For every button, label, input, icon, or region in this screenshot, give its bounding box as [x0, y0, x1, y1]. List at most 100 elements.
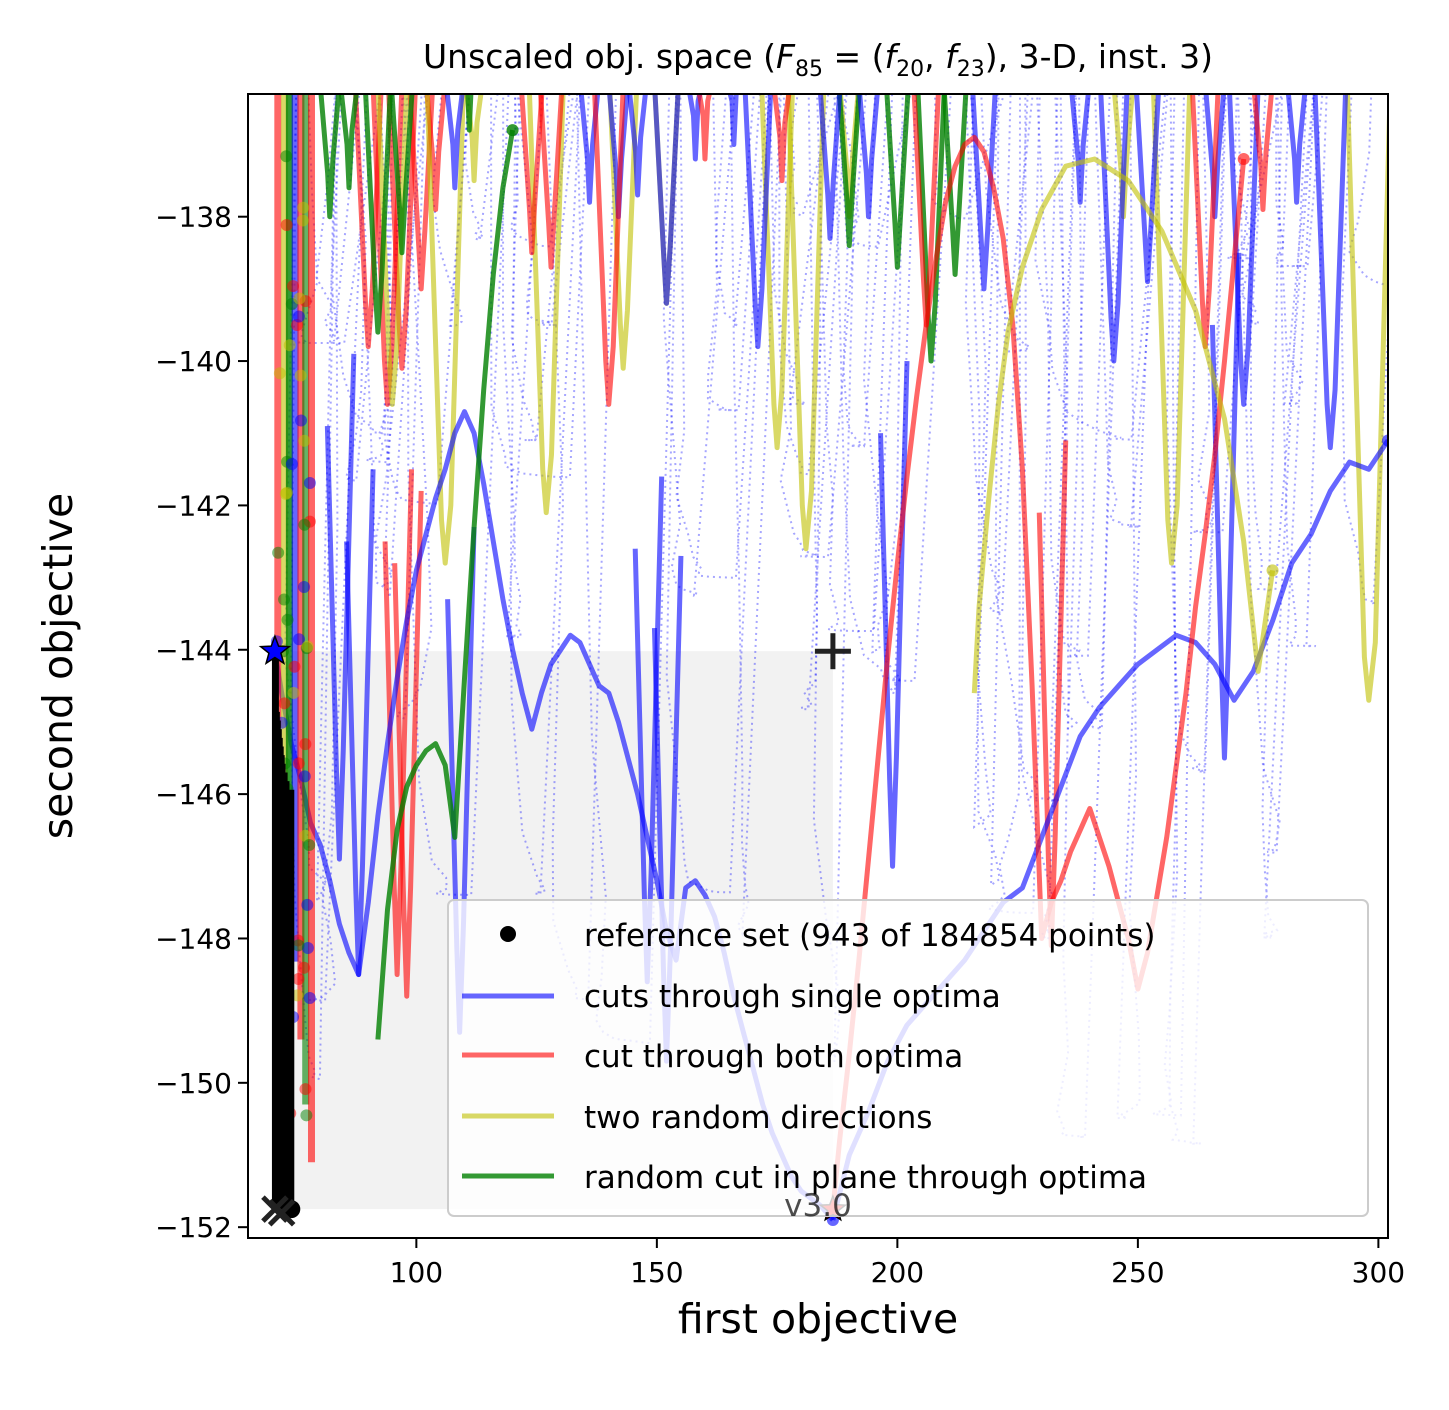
- dotted-cut-line: [836, 94, 889, 448]
- spike-line: [759, 94, 795, 451]
- spike-line: [837, 94, 862, 249]
- edge-dot: [293, 292, 306, 305]
- edge-dot: [298, 580, 311, 593]
- spike-line: [1134, 94, 1161, 285]
- edge-dot: [279, 487, 292, 500]
- y-tick-label: −150: [155, 1067, 232, 1100]
- dotted-cut-line: [816, 94, 909, 633]
- y-tick-label: −140: [155, 345, 232, 378]
- edge-dot: [287, 280, 300, 293]
- dotted-cut-line: [1240, 94, 1267, 326]
- spike-line: [727, 94, 739, 148]
- edge-dot: [299, 829, 312, 842]
- spike-line: [1069, 94, 1091, 205]
- spike-line: [538, 94, 565, 270]
- dotted-cut-line: [509, 94, 581, 896]
- edge-dot: [292, 939, 305, 952]
- spike-line: [915, 94, 947, 364]
- edge-dot: [280, 150, 293, 163]
- edge-dot: [294, 369, 307, 382]
- blue-star-marker: [258, 634, 292, 666]
- series-line: [971, 156, 1276, 694]
- legend-label-random-cut-plane: random cut in plane through optima: [584, 1160, 1147, 1196]
- dotted-cut-line: [1276, 94, 1328, 648]
- dotted-cut-line: [394, 94, 433, 721]
- edge-dot: [295, 414, 308, 427]
- spike-line: [338, 94, 359, 191]
- spike-line: [375, 94, 409, 407]
- edge-dot: [301, 942, 314, 955]
- dotted-cut-line: [779, 94, 867, 559]
- deep-spike-line: [1209, 252, 1242, 761]
- edge-dot: [292, 310, 305, 323]
- x-tick-label: 150: [630, 1256, 683, 1289]
- dotted-cut-line: [1261, 94, 1308, 939]
- edge-dot: [303, 477, 316, 490]
- series-line: [375, 129, 516, 1040]
- edge-dot: [281, 613, 294, 626]
- y-axis: −138 −140 −142 −144 −146 −148 −150 −152: [155, 201, 248, 1244]
- spike-line: [318, 94, 342, 220]
- edge-dot: [285, 457, 298, 470]
- dotted-cut-line: [884, 94, 917, 695]
- legend-label-both-optima: cut through both optima: [584, 1039, 963, 1075]
- x-tick-label: 200: [871, 1256, 924, 1289]
- dotted-cut-line: [1347, 94, 1388, 287]
- spike-line: [424, 94, 466, 566]
- spike-line: [592, 94, 626, 407]
- spike-line: [1251, 94, 1274, 212]
- edge-dot: [287, 686, 300, 699]
- legend-box: [447, 899, 1369, 1217]
- series-end-dot: [1382, 434, 1388, 447]
- edge-dot: [303, 991, 316, 1004]
- spike-line: [772, 94, 792, 184]
- spike-line: [857, 94, 880, 220]
- dotted-cut-line: [1281, 94, 1315, 405]
- spike-line: [1098, 94, 1130, 364]
- series-end-dot: [1237, 152, 1250, 165]
- y-tick-label: −138: [155, 201, 232, 234]
- x-tick-label: 100: [390, 1256, 443, 1289]
- spike-line: [363, 94, 393, 335]
- dotted-cut-line: [1034, 94, 1167, 441]
- edge-dot: [297, 201, 310, 214]
- y-tick-label: −148: [155, 922, 232, 955]
- dotted-cut-line: [315, 94, 361, 342]
- x-tick-label: 250: [1111, 1256, 1164, 1289]
- dotted-cut-line: [501, 94, 544, 639]
- edge-dot: [298, 518, 311, 531]
- dotted-cut-line: [729, 94, 782, 938]
- dotted-cut-line: [994, 94, 1077, 802]
- dotted-cut-line: [715, 94, 755, 329]
- dotted-cut-line: [833, 94, 952, 682]
- y-axis-label: second objective: [34, 493, 82, 839]
- edge-dot: [298, 434, 311, 447]
- dotted-cut-line: [706, 94, 761, 412]
- edge-dot: [292, 757, 305, 770]
- x-marker: [267, 1198, 296, 1227]
- dotted-cut-line: [1036, 94, 1111, 657]
- edge-dot: [299, 738, 312, 751]
- dotted-cut-line: [1075, 94, 1119, 730]
- spike-line: [519, 94, 545, 256]
- dotted-cut-line: [1165, 94, 1227, 773]
- edge-dot: [292, 972, 305, 985]
- deep-spike-line: [392, 490, 424, 999]
- spike-line: [817, 94, 843, 241]
- dotted-cut-line: [665, 94, 770, 894]
- dotted-cut-line: [675, 94, 768, 579]
- spike-line: [1312, 94, 1348, 451]
- y-tick-label: −144: [155, 634, 232, 667]
- y-tick-label: −146: [155, 778, 232, 811]
- y-tick-label: −142: [155, 489, 232, 522]
- plot-frame: [247, 93, 1389, 1239]
- edge-dot: [280, 218, 293, 231]
- spike-line: [785, 94, 827, 552]
- series-end-dot: [506, 124, 519, 137]
- spike-line: [465, 94, 474, 133]
- dotted-cut-line: [1226, 94, 1283, 260]
- edge-dot: [300, 1109, 313, 1122]
- edge-dot: [291, 989, 304, 1002]
- x-axis: 100 150 200 250 300: [390, 1238, 1405, 1289]
